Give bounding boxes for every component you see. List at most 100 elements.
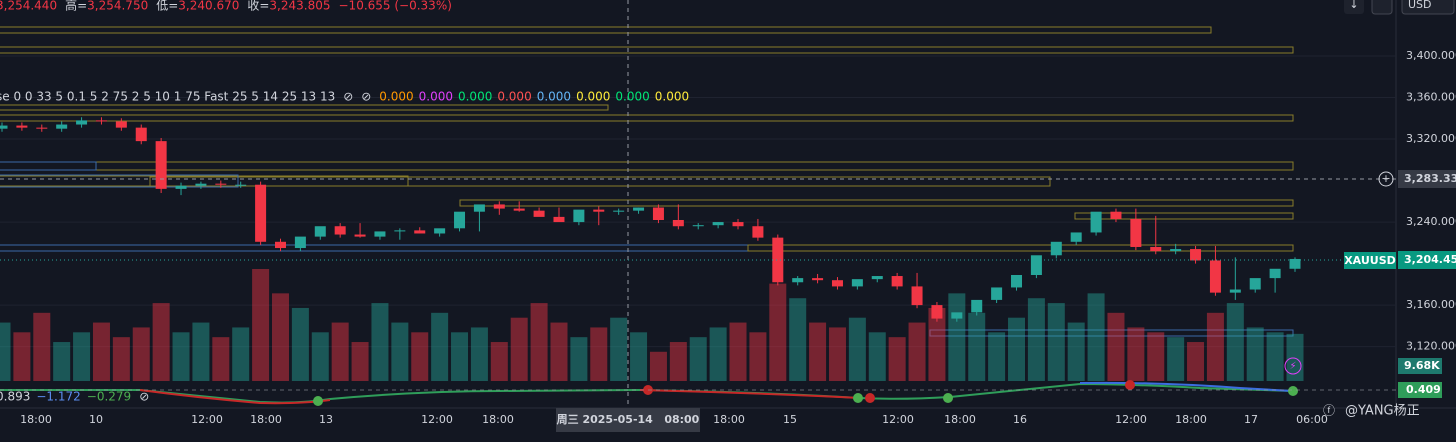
volume-bar (848, 317, 866, 381)
candle-body (493, 204, 505, 209)
osc-line (139, 389, 331, 405)
candle-body (314, 226, 326, 237)
candle-body (1011, 275, 1023, 288)
candle-body (812, 278, 824, 281)
volume-bar (530, 303, 548, 381)
candle-body (414, 230, 426, 234)
x-tick-label: 10 (89, 413, 103, 426)
alert-button[interactable] (1284, 357, 1302, 375)
volume-bar (669, 342, 687, 381)
indicator-value: 0.000 (615, 90, 649, 104)
x-tick-label: 18:00 (713, 413, 745, 426)
volume-bar (610, 317, 628, 381)
volume-bar (928, 307, 946, 381)
currency-box[interactable] (1401, 0, 1455, 15)
header-value: 3,243.805 (269, 0, 330, 13)
volume-bar (1187, 342, 1205, 381)
volume-bar (948, 293, 966, 381)
candle-body (1190, 249, 1202, 261)
time-axis: 18:00 10 12:00 18:00 13 12:00 18:00 18:00 15 12:0… (20, 408, 1328, 432)
indicator-value: 0.000 (458, 90, 492, 104)
x-tick-label: 18:00 (1175, 413, 1207, 426)
last-price: 3,204.450 (1404, 253, 1456, 266)
button[interactable] (1371, 0, 1393, 15)
crosshair-time: 周三 2025-05-14 08:00 (557, 413, 700, 426)
candle-body (792, 278, 804, 283)
icon: ↓ (1349, 0, 1358, 11)
volume-bar (431, 312, 449, 381)
candle-body (613, 210, 625, 212)
candle-body (36, 127, 48, 129)
crosshair-price-box (1398, 170, 1456, 188)
volume-bar (769, 283, 787, 381)
header-value: 3,254.750 (87, 0, 148, 13)
volume-bar (311, 332, 329, 381)
zone (149, 176, 1051, 187)
symbol: XAUUSD (1344, 254, 1396, 267)
volume-bar (0, 322, 11, 381)
volume-bar (212, 337, 230, 381)
volume-label: 9.68K (1404, 359, 1440, 372)
candle-body (513, 208, 525, 211)
x-tick-label: 18:00 (482, 413, 514, 426)
osc-dot (865, 393, 875, 403)
volume-bar (828, 327, 846, 381)
volume-pane (0, 269, 1304, 381)
legend-header: 3,254.440 高= 3,254.750 低= 3,240.670 收= 3,243.8… (0, 0, 452, 13)
candle-body (1229, 289, 1241, 293)
icon: + (1381, 172, 1390, 185)
x-tick-label: 18:00 (250, 413, 282, 426)
volume-bar (729, 322, 747, 381)
osc-label: 0.409 (1406, 383, 1441, 396)
add-button[interactable] (1378, 171, 1394, 187)
candle-body (1170, 249, 1182, 252)
indicator-legend: se 0 0 33 5 0.1 5 2 75 2 5 10 1 75 Fast … (0, 90, 689, 104)
candle-body (334, 226, 346, 235)
candle-body (354, 234, 366, 237)
grid (0, 55, 1396, 348)
volume-bar (152, 303, 170, 381)
candle-body (374, 231, 386, 237)
zone (0, 104, 609, 111)
indicator-params: se 0 0 33 5 0.1 5 2 75 2 5 10 1 75 Fast … (0, 90, 335, 104)
candle-body (652, 207, 664, 220)
candle-body (135, 127, 147, 142)
icon: ⊘ (343, 90, 353, 104)
candle-body (573, 209, 585, 223)
x-tick-label: 06:00 (1296, 413, 1328, 426)
y-tick-label: 3,160.000 (1406, 298, 1456, 311)
button[interactable] (1344, 0, 1364, 14)
volume-bar (510, 317, 528, 381)
y-tick-label: 3,360.000 (1406, 91, 1456, 104)
candle-body (971, 299, 983, 313)
candle-body (871, 276, 883, 280)
volume-bar (689, 337, 707, 381)
candle-body (175, 185, 187, 189)
x-tick-label: 18:00 (20, 413, 52, 426)
zone (929, 329, 1294, 337)
candle-body (1030, 255, 1042, 275)
candle-body (1209, 260, 1221, 293)
watermark-icon: ⓕ (1323, 404, 1335, 418)
zone (0, 26, 1212, 34)
candle-body (533, 210, 545, 217)
candle-body (235, 184, 247, 186)
volume-bar (1266, 332, 1284, 381)
header-value: 3,254.440 (0, 0, 57, 13)
symbol-box (1344, 252, 1396, 269)
zone (0, 161, 97, 171)
volume-bar (1087, 293, 1105, 381)
candle-body (911, 286, 923, 306)
candle-body (76, 120, 88, 125)
osc-value: −0.279 (87, 390, 131, 404)
oscillator-legend: 0.893 −1.172 −0.279 ⊘ (0, 390, 149, 404)
volume-bar (630, 332, 648, 381)
candle-body (215, 183, 227, 185)
volume-bar (73, 332, 91, 381)
volume-bar (590, 327, 608, 381)
osc-dot (1125, 380, 1135, 390)
candle-body (1269, 268, 1281, 279)
osc-value: 0.893 (0, 390, 30, 404)
volume-bar (968, 312, 986, 381)
y-tick-label: 3,120.000 (1406, 340, 1456, 353)
